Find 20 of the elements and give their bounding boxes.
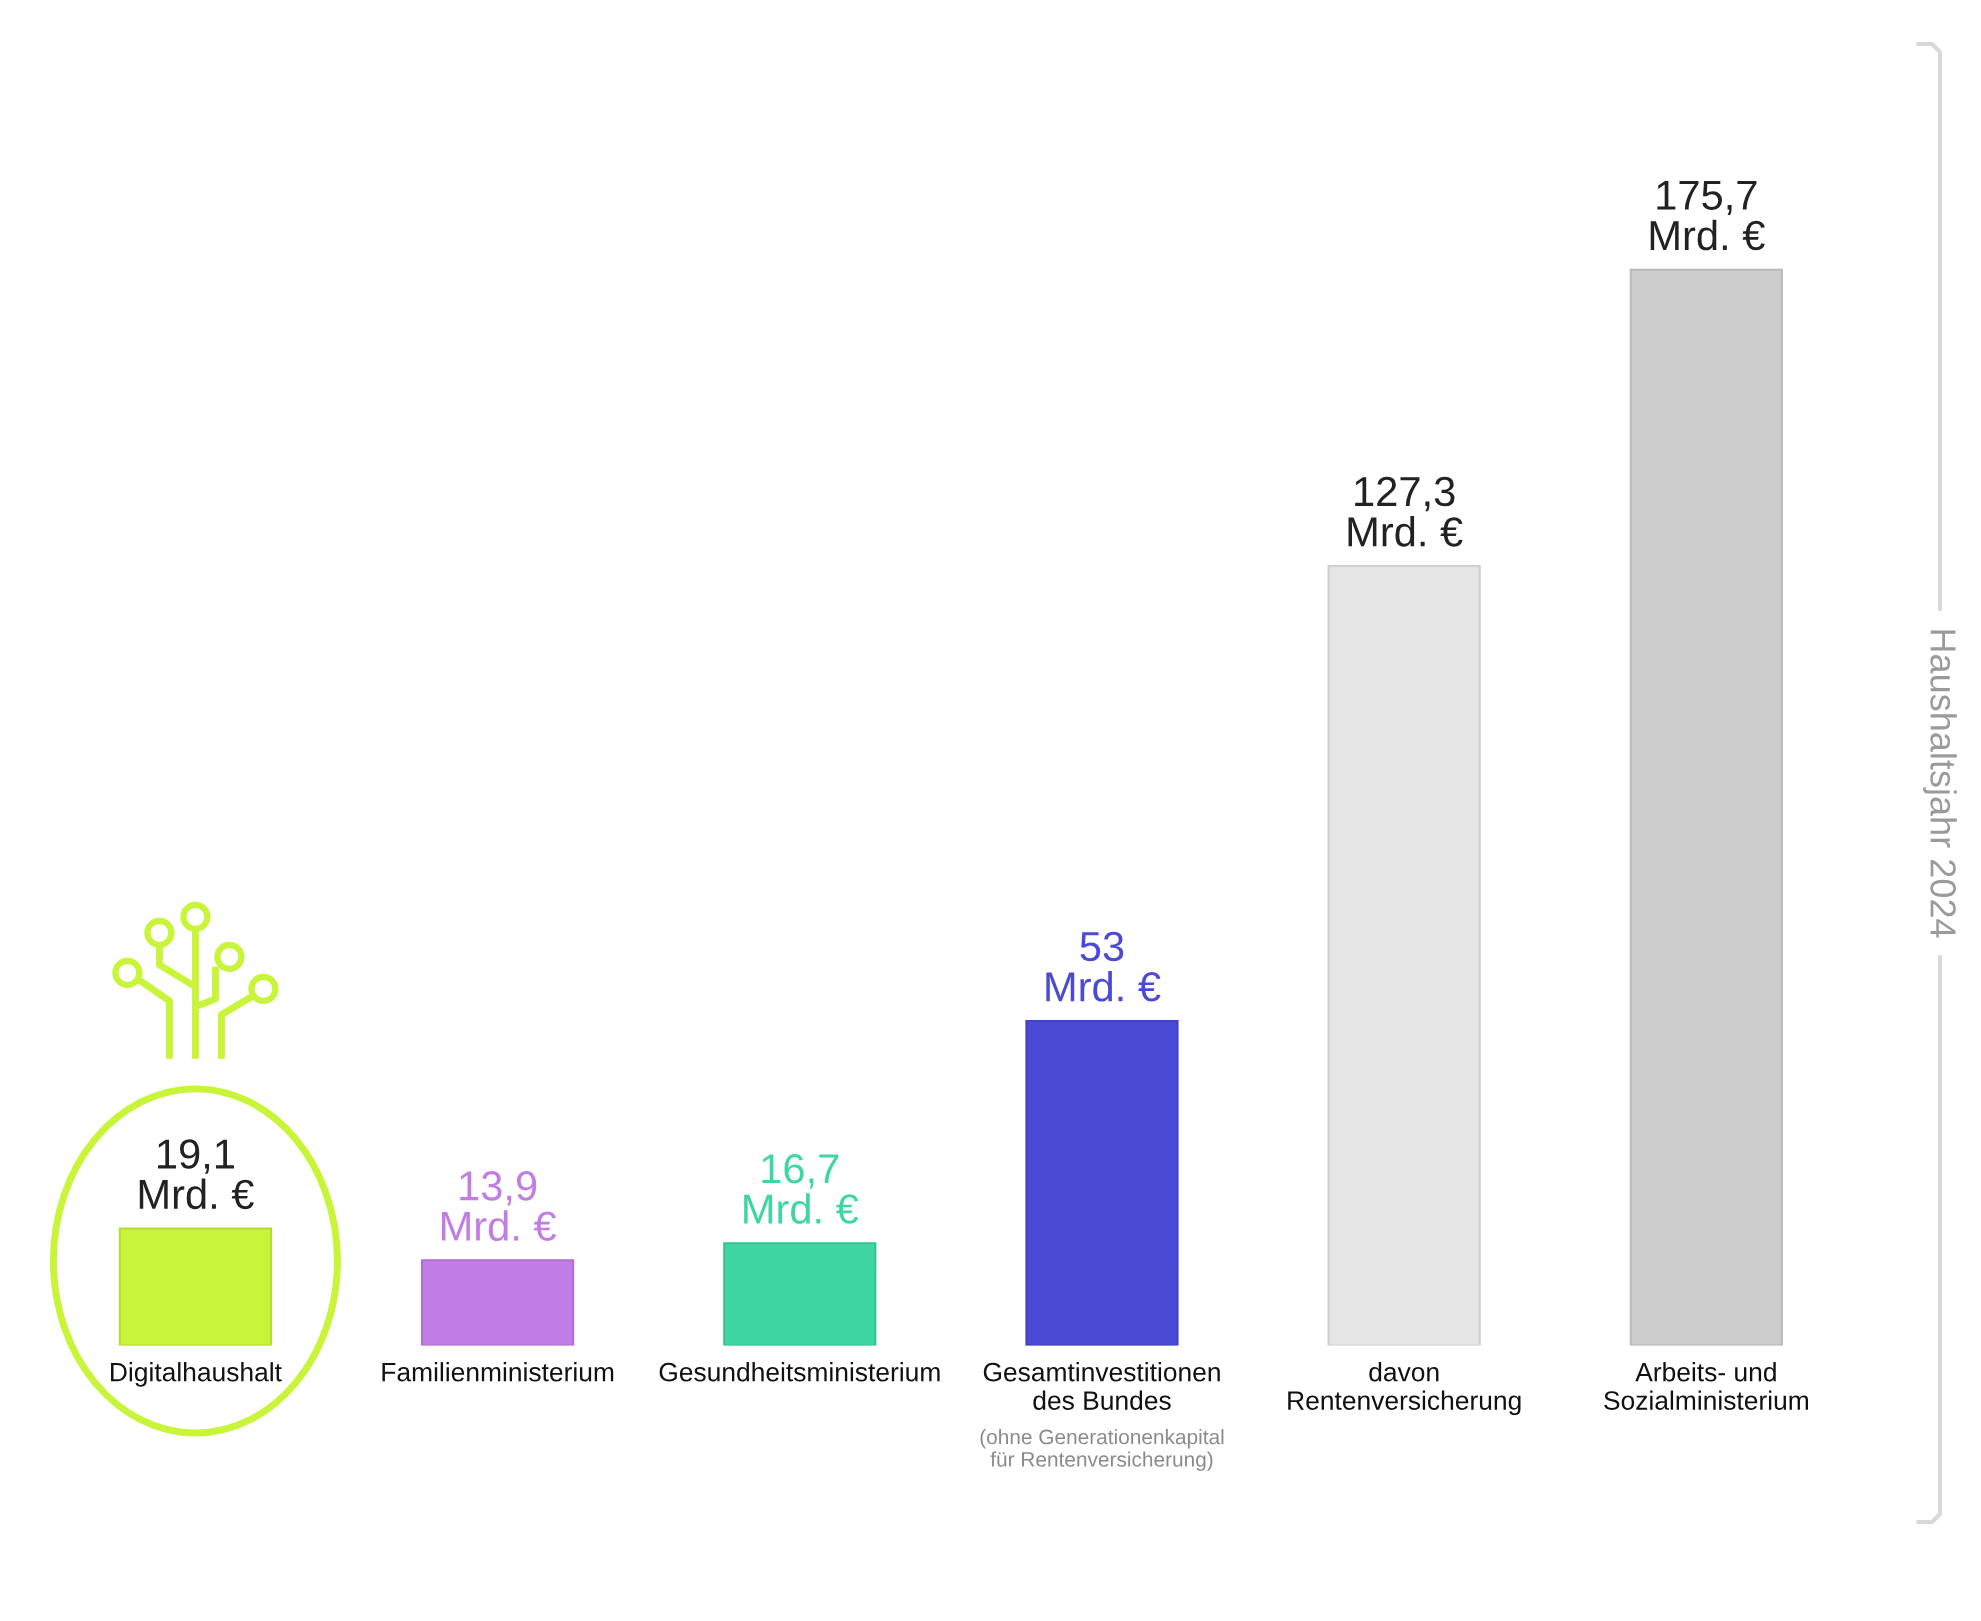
data-label: 13,9 Mrd. € [441, 1171, 557, 1241]
text: Haushaltsjahr 2024 [1923, 630, 1957, 938]
data-label: 16,7 Mrd. € [744, 1153, 859, 1224]
x-tick-label: Arbeits- und Sozialministerium [1604, 1362, 1808, 1410]
bar [1025, 1019, 1179, 1346]
data-label: 175,7 Mrd. € [1650, 180, 1765, 251]
bar [723, 1242, 877, 1346]
x-tick-label: Familienministerium [382, 1362, 614, 1382]
x-tick-label: Gesundheitsministerium [659, 1362, 940, 1382]
bar [1327, 564, 1481, 1346]
x-tick-label: Digitalhaushalt [111, 1362, 282, 1387]
x-tick-label: davon Rentenversicherung [1288, 1362, 1521, 1416]
x-tick-label: Gesamtinvestitionen des Bundes [983, 1362, 1220, 1410]
bar [1629, 268, 1783, 1346]
data-label: 127,3 Mrd. € [1348, 476, 1463, 547]
bar [118, 1227, 272, 1346]
text: (ohne Generationenkapital für Rentenversicherung) [980, 1429, 1224, 1471]
data-label: 53 Mrd. € [1046, 931, 1161, 1002]
bar [421, 1259, 575, 1346]
data-label: 19,1 Mrd. € [139, 1139, 254, 1210]
